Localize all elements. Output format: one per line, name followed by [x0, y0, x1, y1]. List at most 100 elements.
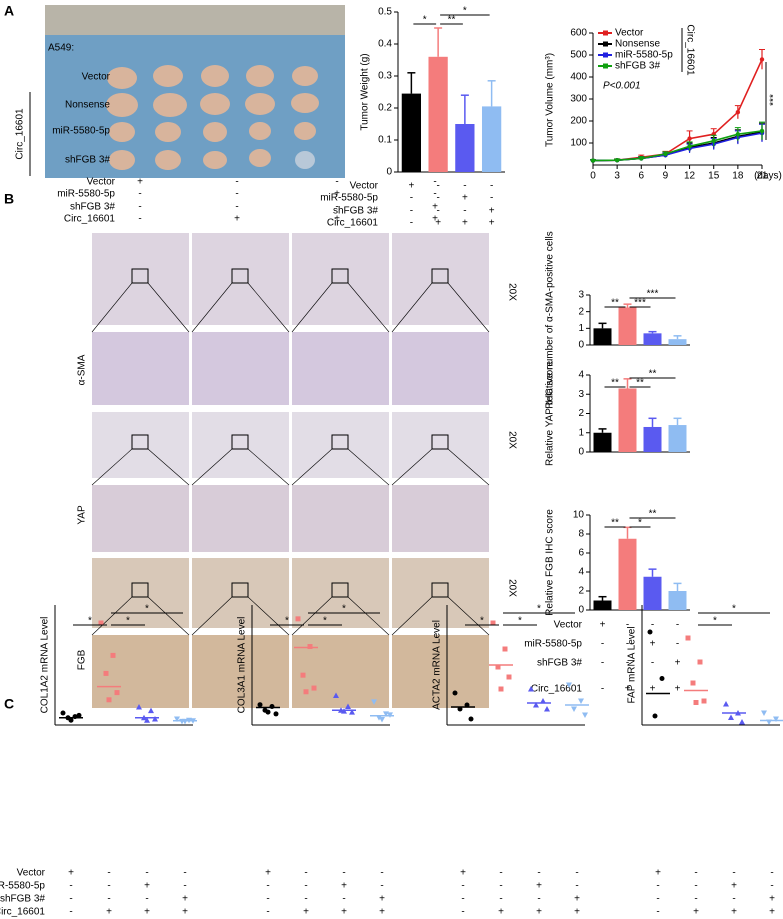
stain-label: α-SMA: [77, 354, 88, 385]
condition-sign: -: [490, 181, 493, 192]
condition-sign: +: [303, 907, 309, 918]
condition-sign: +: [106, 907, 112, 918]
condition-sign: -: [463, 206, 466, 217]
y-tick-label: 0.1: [378, 135, 392, 146]
dot: [114, 690, 120, 696]
y-tick-label: 2: [578, 408, 584, 419]
dot: [578, 698, 584, 704]
condition-sign: -: [433, 177, 436, 188]
legend-marker: [603, 30, 608, 36]
zoom-line: [147, 596, 190, 636]
condition-sign: -: [235, 189, 238, 200]
legend-label: shFGB 3#: [615, 61, 660, 72]
condition-sign: +: [731, 907, 737, 918]
dot: [106, 697, 112, 703]
ihc-tile: [292, 233, 389, 325]
legend-label: Nonsense: [615, 39, 660, 50]
y-axis-label: Relative YAP IHC score: [545, 361, 556, 466]
x-tick-label: 12: [684, 171, 696, 182]
condition-sign: -: [601, 658, 604, 669]
condition-sign: -: [107, 894, 110, 905]
legend-marker: [603, 52, 608, 58]
condition-sign: +: [435, 218, 441, 229]
condition-sign: -: [732, 868, 735, 879]
dot: [269, 704, 275, 710]
condition-sign: -: [461, 894, 464, 905]
condition-sign: -: [183, 868, 186, 879]
condition-sign: +: [265, 868, 271, 879]
dot: [490, 620, 496, 626]
condition-label: shFGB 3#: [537, 658, 582, 669]
condition-sign: -: [694, 881, 697, 892]
y-tick-label: 4: [578, 567, 584, 578]
y-tick-label: 0.5: [378, 7, 392, 18]
sig-label: *: [423, 15, 427, 26]
sig-label: **: [611, 378, 619, 389]
condition-sign: -: [601, 639, 604, 650]
condition-sign: -: [499, 868, 502, 879]
bar: [481, 106, 502, 172]
condition-sign: +: [144, 907, 150, 918]
dot: [265, 709, 271, 715]
condition-sign: -: [145, 868, 148, 879]
condition-sign: +: [379, 894, 385, 905]
sig-label: *: [713, 616, 717, 627]
ihc-tile: [392, 558, 489, 628]
condition-sign: +: [536, 907, 542, 918]
ihc-tile: [192, 233, 289, 325]
y-tick-label: 10: [573, 510, 585, 521]
zoom-line: [147, 282, 190, 333]
panel-label: A: [4, 3, 14, 19]
condition-sign: +: [574, 894, 580, 905]
sig-label: ***: [647, 289, 659, 300]
zoom-box: [431, 268, 449, 284]
dot: [544, 706, 550, 712]
legend-label: Vector: [615, 28, 644, 39]
condition-sign: -: [656, 907, 659, 918]
condition-sign: +: [731, 881, 737, 892]
sig-label: *: [323, 616, 327, 627]
y-tick-label: 8: [578, 529, 584, 540]
y-tick-label: 0.3: [378, 71, 392, 82]
condition-sign: +: [655, 868, 661, 879]
sig-label: **: [448, 15, 456, 26]
condition-sign: -: [601, 684, 604, 695]
condition-sign: -: [410, 193, 413, 204]
condition-label: Vector: [554, 620, 583, 631]
point: [639, 156, 644, 161]
ihc-tile: [192, 558, 289, 628]
y-tick-label: 600: [570, 28, 587, 39]
dot: [693, 700, 699, 705]
dot: [345, 703, 351, 710]
condition-sign: -: [304, 881, 307, 892]
condition-sign: -: [651, 658, 654, 669]
zoom-line: [91, 282, 133, 333]
condition-sign: +: [432, 214, 438, 225]
condition-sign: +: [536, 881, 542, 892]
x-tick-label: 0: [590, 171, 596, 182]
dot: [498, 686, 504, 692]
condition-sign: +: [68, 868, 74, 879]
condition-sign: +: [334, 189, 340, 200]
stain-label: FGB: [77, 649, 88, 670]
sig-label: *: [145, 604, 149, 615]
y-tick-label: 0: [578, 447, 584, 458]
y-tick-label: 300: [570, 94, 587, 105]
legend-marker: [603, 63, 608, 69]
y-tick-label: 400: [570, 72, 587, 83]
dot: [349, 709, 355, 715]
condition-sign: -: [380, 881, 383, 892]
dot: [110, 652, 116, 658]
condition-sign: +: [625, 684, 631, 695]
point: [687, 136, 692, 141]
condition-sign: -: [266, 907, 269, 918]
condition-sign: -: [575, 881, 578, 892]
dot: [652, 713, 658, 719]
zoom-line: [447, 282, 490, 333]
bar: [618, 307, 637, 345]
zoom-line: [147, 448, 190, 486]
x-tick-label: 15: [708, 171, 720, 182]
zoom-line: [291, 282, 333, 333]
condition-sign: +: [379, 907, 385, 918]
